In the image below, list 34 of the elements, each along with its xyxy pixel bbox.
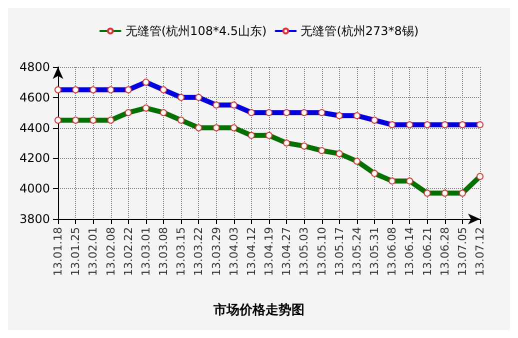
y-tick-label: 4200: [19, 151, 50, 166]
x-tick-label: 13.04.19: [262, 227, 276, 276]
legend-label: 无缝管(杭州273*8锡): [300, 24, 419, 38]
x-tick-label: 13.06.28: [438, 227, 452, 276]
x-tick-label: 13.06.14: [403, 227, 416, 276]
legend-label: 无缝管(杭州108*4.5山东): [125, 24, 267, 38]
x-tick-label: 13.04.03: [227, 227, 240, 276]
x-tick-label: 13.04.12: [244, 227, 258, 276]
x-tick-label: 13.07.05: [456, 227, 469, 276]
x-tick-label: 13.02.01: [86, 227, 100, 276]
x-tick-label: 13.06.08: [386, 227, 399, 276]
x-tick-label: 13.07.12: [474, 227, 486, 276]
text: 市场价格走势图: [212, 302, 304, 318]
x-tick-label: 13.03.29: [210, 227, 223, 276]
y-tick-label: 4000: [19, 182, 50, 196]
x-tick-label: 13.05.17: [332, 227, 346, 276]
x-tick-label: 13.01.18: [52, 227, 64, 276]
x-tick-label: 13.03.01: [139, 227, 152, 276]
x-tick-label: 13.05.31: [368, 227, 381, 276]
x-tick-label: 13.05.24: [350, 227, 364, 276]
y-tick-label: 3800: [19, 212, 50, 226]
x-tick-label: 13.02.22: [122, 227, 135, 276]
x-tick-label: 13.03.08: [157, 227, 170, 276]
x-tick-label: 13.05.10: [315, 227, 328, 276]
x-tick-label: 13.01.25: [69, 227, 82, 276]
x-tick-label: 13.03.15: [174, 227, 188, 276]
y-tick-label: 4800: [19, 60, 50, 74]
x-tick-label: 13.03.22: [192, 227, 206, 276]
y-tick-label: 4400: [19, 120, 50, 135]
x-tick-label: 13.04.27: [280, 227, 294, 276]
x-tick-label: 13.06.21: [420, 227, 434, 276]
x-tick-label: 13.02.08: [104, 227, 118, 276]
x-tick-label: 13.05.03: [298, 227, 311, 276]
y-tick-label: 4600: [19, 90, 50, 104]
